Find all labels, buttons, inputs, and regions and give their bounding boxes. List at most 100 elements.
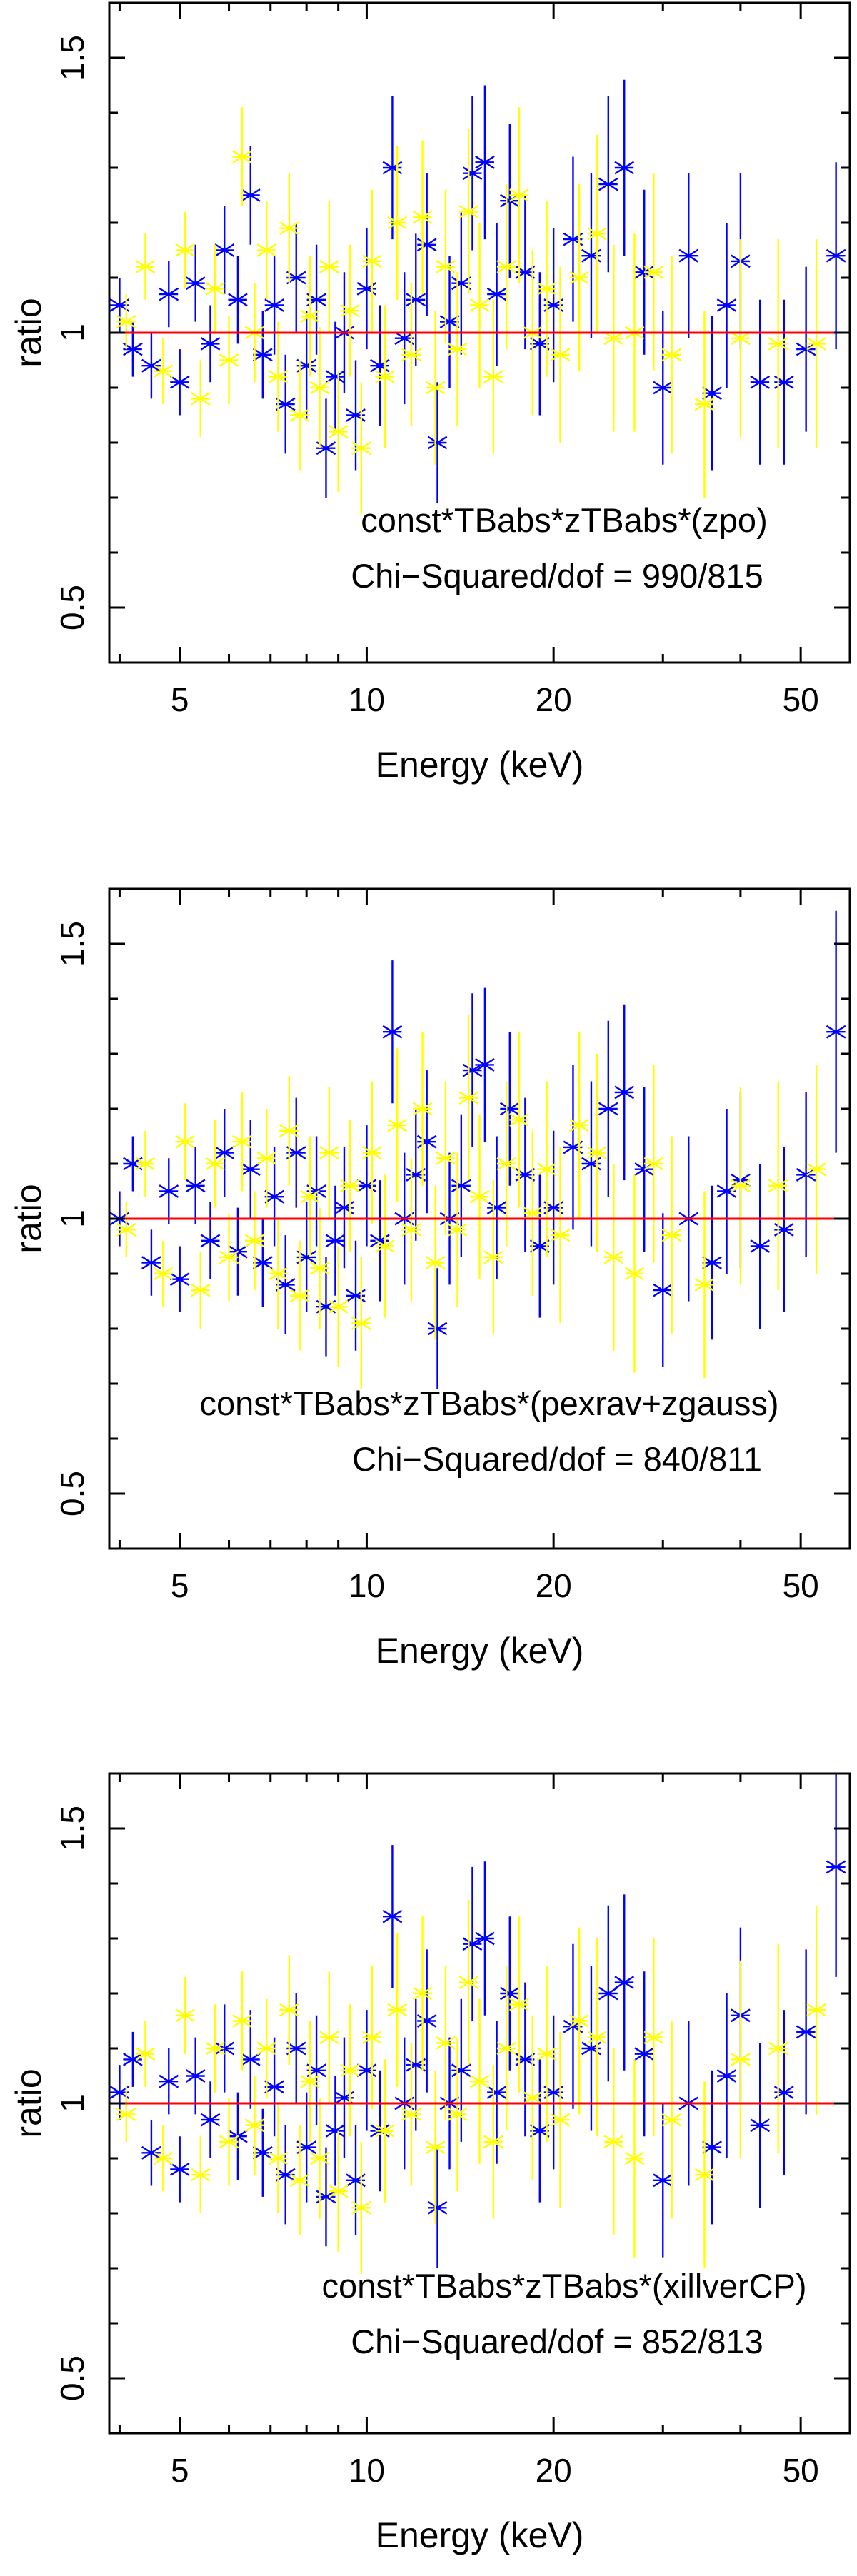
data-point — [401, 2043, 421, 2186]
marker-stroke — [279, 2003, 299, 2017]
data-point — [425, 2070, 446, 2225]
data-point — [451, 1114, 471, 1257]
data-point — [135, 233, 156, 300]
data-point — [387, 1048, 408, 1202]
marker-stroke — [702, 2140, 722, 2155]
marker-stroke — [116, 2107, 136, 2121]
data-point — [634, 1971, 655, 2137]
marker-stroke — [694, 397, 715, 411]
marker-stroke — [750, 2118, 771, 2133]
data-point — [653, 1213, 673, 1367]
data-point — [340, 2004, 360, 2137]
marker-stroke — [427, 436, 448, 450]
data-point — [694, 2081, 715, 2268]
marker-stroke — [439, 315, 460, 329]
data-point — [340, 1120, 360, 1252]
data-point — [232, 1092, 252, 1192]
data-point — [661, 2021, 682, 2219]
data-point — [240, 146, 261, 245]
data-point — [569, 1927, 589, 2115]
data-point — [427, 1268, 448, 1389]
data-point — [214, 206, 235, 295]
data-point — [169, 1246, 190, 1312]
marker-stroke — [614, 1085, 635, 1100]
marker-stroke — [427, 1322, 448, 1336]
data-point — [279, 173, 299, 283]
data-point — [826, 162, 846, 350]
marker-stroke — [425, 1256, 446, 1270]
data-point — [458, 1015, 479, 1181]
data-point — [205, 1120, 226, 1208]
marker-stroke — [496, 260, 517, 274]
marker-stroke — [702, 1256, 722, 1270]
marker-stroke — [289, 2173, 310, 2188]
marker-stroke — [509, 1997, 529, 2011]
marker-stroke — [436, 1151, 456, 1165]
marker-stroke — [796, 2025, 816, 2039]
marker-stroke — [634, 2047, 655, 2061]
marker-stroke — [768, 2041, 788, 2056]
data-point — [159, 1158, 179, 1224]
data-point — [598, 96, 618, 273]
x-tick-label: 20 — [536, 1567, 572, 1604]
marker-stroke — [362, 254, 382, 268]
marker-stroke — [141, 358, 161, 373]
marker-stroke — [159, 1184, 179, 1198]
marker-stroke — [643, 2031, 664, 2045]
x-tick-label: 20 — [536, 2452, 572, 2489]
data-point — [190, 360, 211, 438]
data-point — [569, 184, 589, 371]
marker-stroke — [550, 2113, 571, 2127]
data-point — [624, 1174, 645, 1373]
marker-stroke — [135, 2047, 156, 2061]
data-point — [614, 1004, 635, 1181]
marker-stroke — [458, 205, 479, 219]
data-point — [522, 1130, 543, 1296]
marker-stroke — [587, 226, 607, 241]
marker-stroke — [135, 260, 156, 274]
data-point — [356, 1125, 377, 1247]
marker-stroke — [200, 2113, 221, 2127]
marker-stroke — [300, 309, 320, 323]
data-point — [169, 349, 190, 416]
data-point — [190, 2136, 211, 2213]
marker-stroke — [750, 1239, 771, 1253]
x-tick-label: 50 — [783, 681, 819, 718]
marker-stroke — [123, 2052, 143, 2066]
data-point — [496, 184, 517, 350]
marker-stroke — [550, 1228, 571, 1242]
marker-stroke — [475, 155, 495, 169]
marker-stroke — [469, 298, 490, 312]
marker-stroke — [416, 2014, 437, 2028]
data-point — [309, 1207, 330, 1329]
marker-stroke — [436, 260, 456, 274]
data-point — [116, 1202, 136, 1257]
marker-stroke — [569, 2014, 589, 2028]
data-point — [185, 1147, 206, 1224]
data-point — [661, 256, 682, 454]
data-point — [382, 960, 403, 1104]
data-point — [351, 2141, 371, 2274]
data-point — [319, 1087, 339, 1219]
marker-stroke — [458, 1091, 479, 1105]
marker-stroke — [716, 2069, 737, 2083]
marker-stroke — [826, 1860, 846, 1874]
marker-stroke — [175, 243, 196, 257]
data-point — [401, 1158, 421, 1302]
marker-stroke — [661, 2113, 682, 2127]
marker-stroke — [169, 1272, 190, 1287]
marker-stroke — [486, 2086, 507, 2100]
data-point — [279, 1075, 299, 1186]
y-tick-label: 0.5 — [54, 1471, 91, 1516]
model-annotation: const*TBabs*zTBabs*(zpo) — [361, 501, 767, 539]
marker-stroke — [240, 2052, 261, 2066]
data-point — [750, 2043, 771, 2208]
marker-stroke — [325, 2124, 346, 2138]
data-point — [447, 272, 468, 426]
marker-stroke — [416, 1134, 437, 1149]
marker-stroke — [427, 2200, 448, 2215]
data-point — [462, 993, 483, 1147]
marker-stroke — [275, 2168, 296, 2182]
data-point — [806, 1065, 827, 1274]
marker-stroke — [319, 1146, 339, 1160]
